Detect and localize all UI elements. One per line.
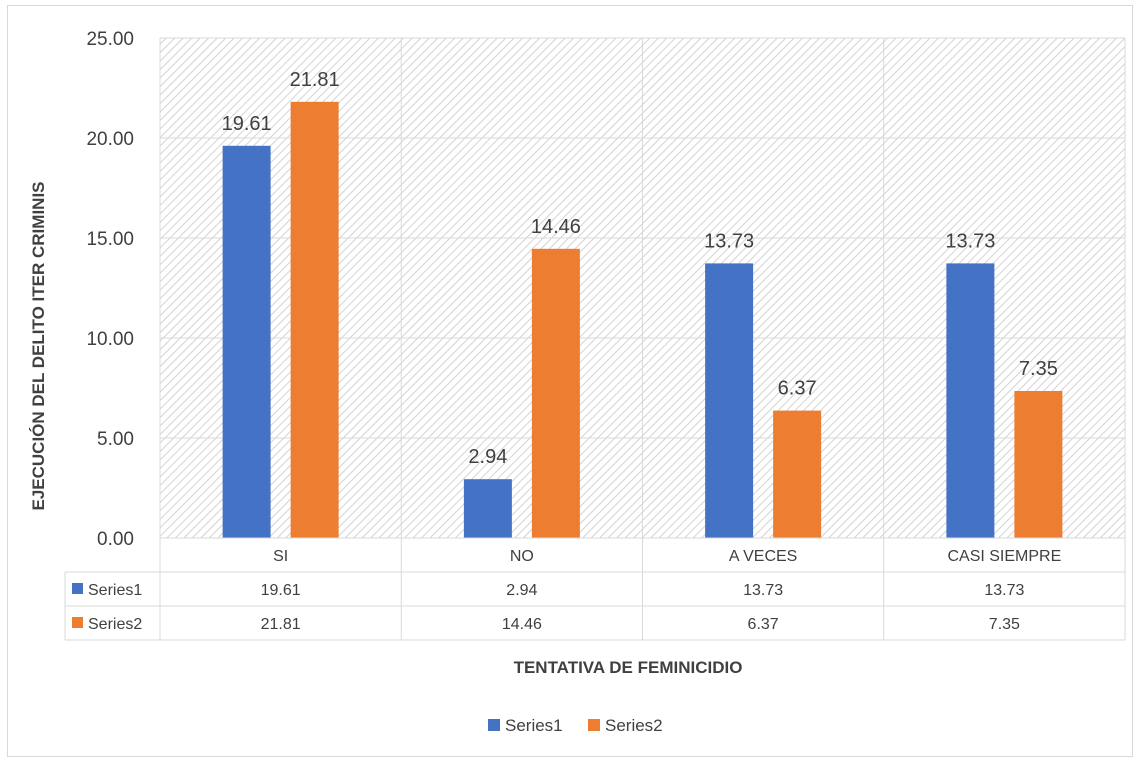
y-tick-label: 0.00 — [97, 529, 134, 550]
data-label: 6.37 — [778, 378, 817, 400]
data-label: 13.73 — [704, 230, 754, 252]
data-labels: 19.61 21.81 2.94 14.46 13.73 6.37 13.73 7.35 — [222, 69, 1058, 468]
bar-series2-3 — [1014, 391, 1063, 538]
bar-series1-0 — [222, 145, 271, 539]
x-category-label: NO — [510, 548, 534, 565]
x-category-label: CASI SIEMPRE — [947, 548, 1061, 565]
bar-series1-1 — [463, 479, 512, 538]
y-tick-label: 5.00 — [97, 429, 134, 450]
table-cell: 2.94 — [506, 582, 537, 599]
bar-series1-3 — [946, 263, 995, 538]
data-label: 2.94 — [468, 446, 507, 468]
table-cell: 7.35 — [989, 616, 1020, 633]
y-tick-label: 20.00 — [86, 129, 134, 150]
y-tick-label: 15.00 — [86, 229, 134, 250]
x-category-label: A VECES — [729, 548, 797, 565]
legend: Series1 Series2 — [488, 716, 663, 735]
table-cell: 6.37 — [748, 616, 779, 633]
legend-swatch — [488, 719, 500, 731]
table-cell: 13.73 — [743, 582, 783, 599]
table-series-name: Series2 — [88, 616, 142, 633]
y-axis-title: EJECUCIÓN DEL DELITO ITER CRIMINIS — [29, 181, 48, 510]
bars — [222, 101, 1063, 539]
x-category-label: SI — [273, 548, 288, 565]
bar-series2-0 — [290, 101, 339, 539]
bar-series2-2 — [773, 410, 822, 538]
bar-series2-1 — [531, 248, 580, 539]
data-label: 21.81 — [290, 69, 340, 91]
y-axis-ticks: 0.00 5.00 10.00 15.00 20.00 25.00 — [86, 29, 134, 550]
table-legend-swatch — [72, 583, 83, 594]
legend-swatch — [588, 719, 600, 731]
bar-series1-2 — [705, 263, 754, 538]
legend-label: Series2 — [605, 716, 663, 735]
data-label: 13.73 — [945, 230, 995, 252]
y-tick-label: 25.00 — [86, 29, 134, 50]
data-table: SI NO A VECES CASI SIEMPRE Series1 19.61 2.94 1… — [64, 537, 1126, 641]
data-label: 14.46 — [531, 216, 581, 238]
data-label: 19.61 — [222, 113, 272, 135]
legend-label: Series1 — [505, 716, 563, 735]
data-label: 7.35 — [1019, 358, 1058, 380]
y-tick-label: 10.00 — [86, 329, 134, 350]
x-axis-title: TENTATIVA DE FEMINICIDIO — [514, 658, 743, 677]
table-legend-swatch — [72, 617, 83, 628]
table-cell: 14.46 — [502, 616, 542, 633]
table-series-name: Series1 — [88, 582, 142, 599]
table-cell: 13.73 — [984, 582, 1024, 599]
table-cell: 19.61 — [261, 582, 301, 599]
table-cell: 21.81 — [261, 616, 301, 633]
